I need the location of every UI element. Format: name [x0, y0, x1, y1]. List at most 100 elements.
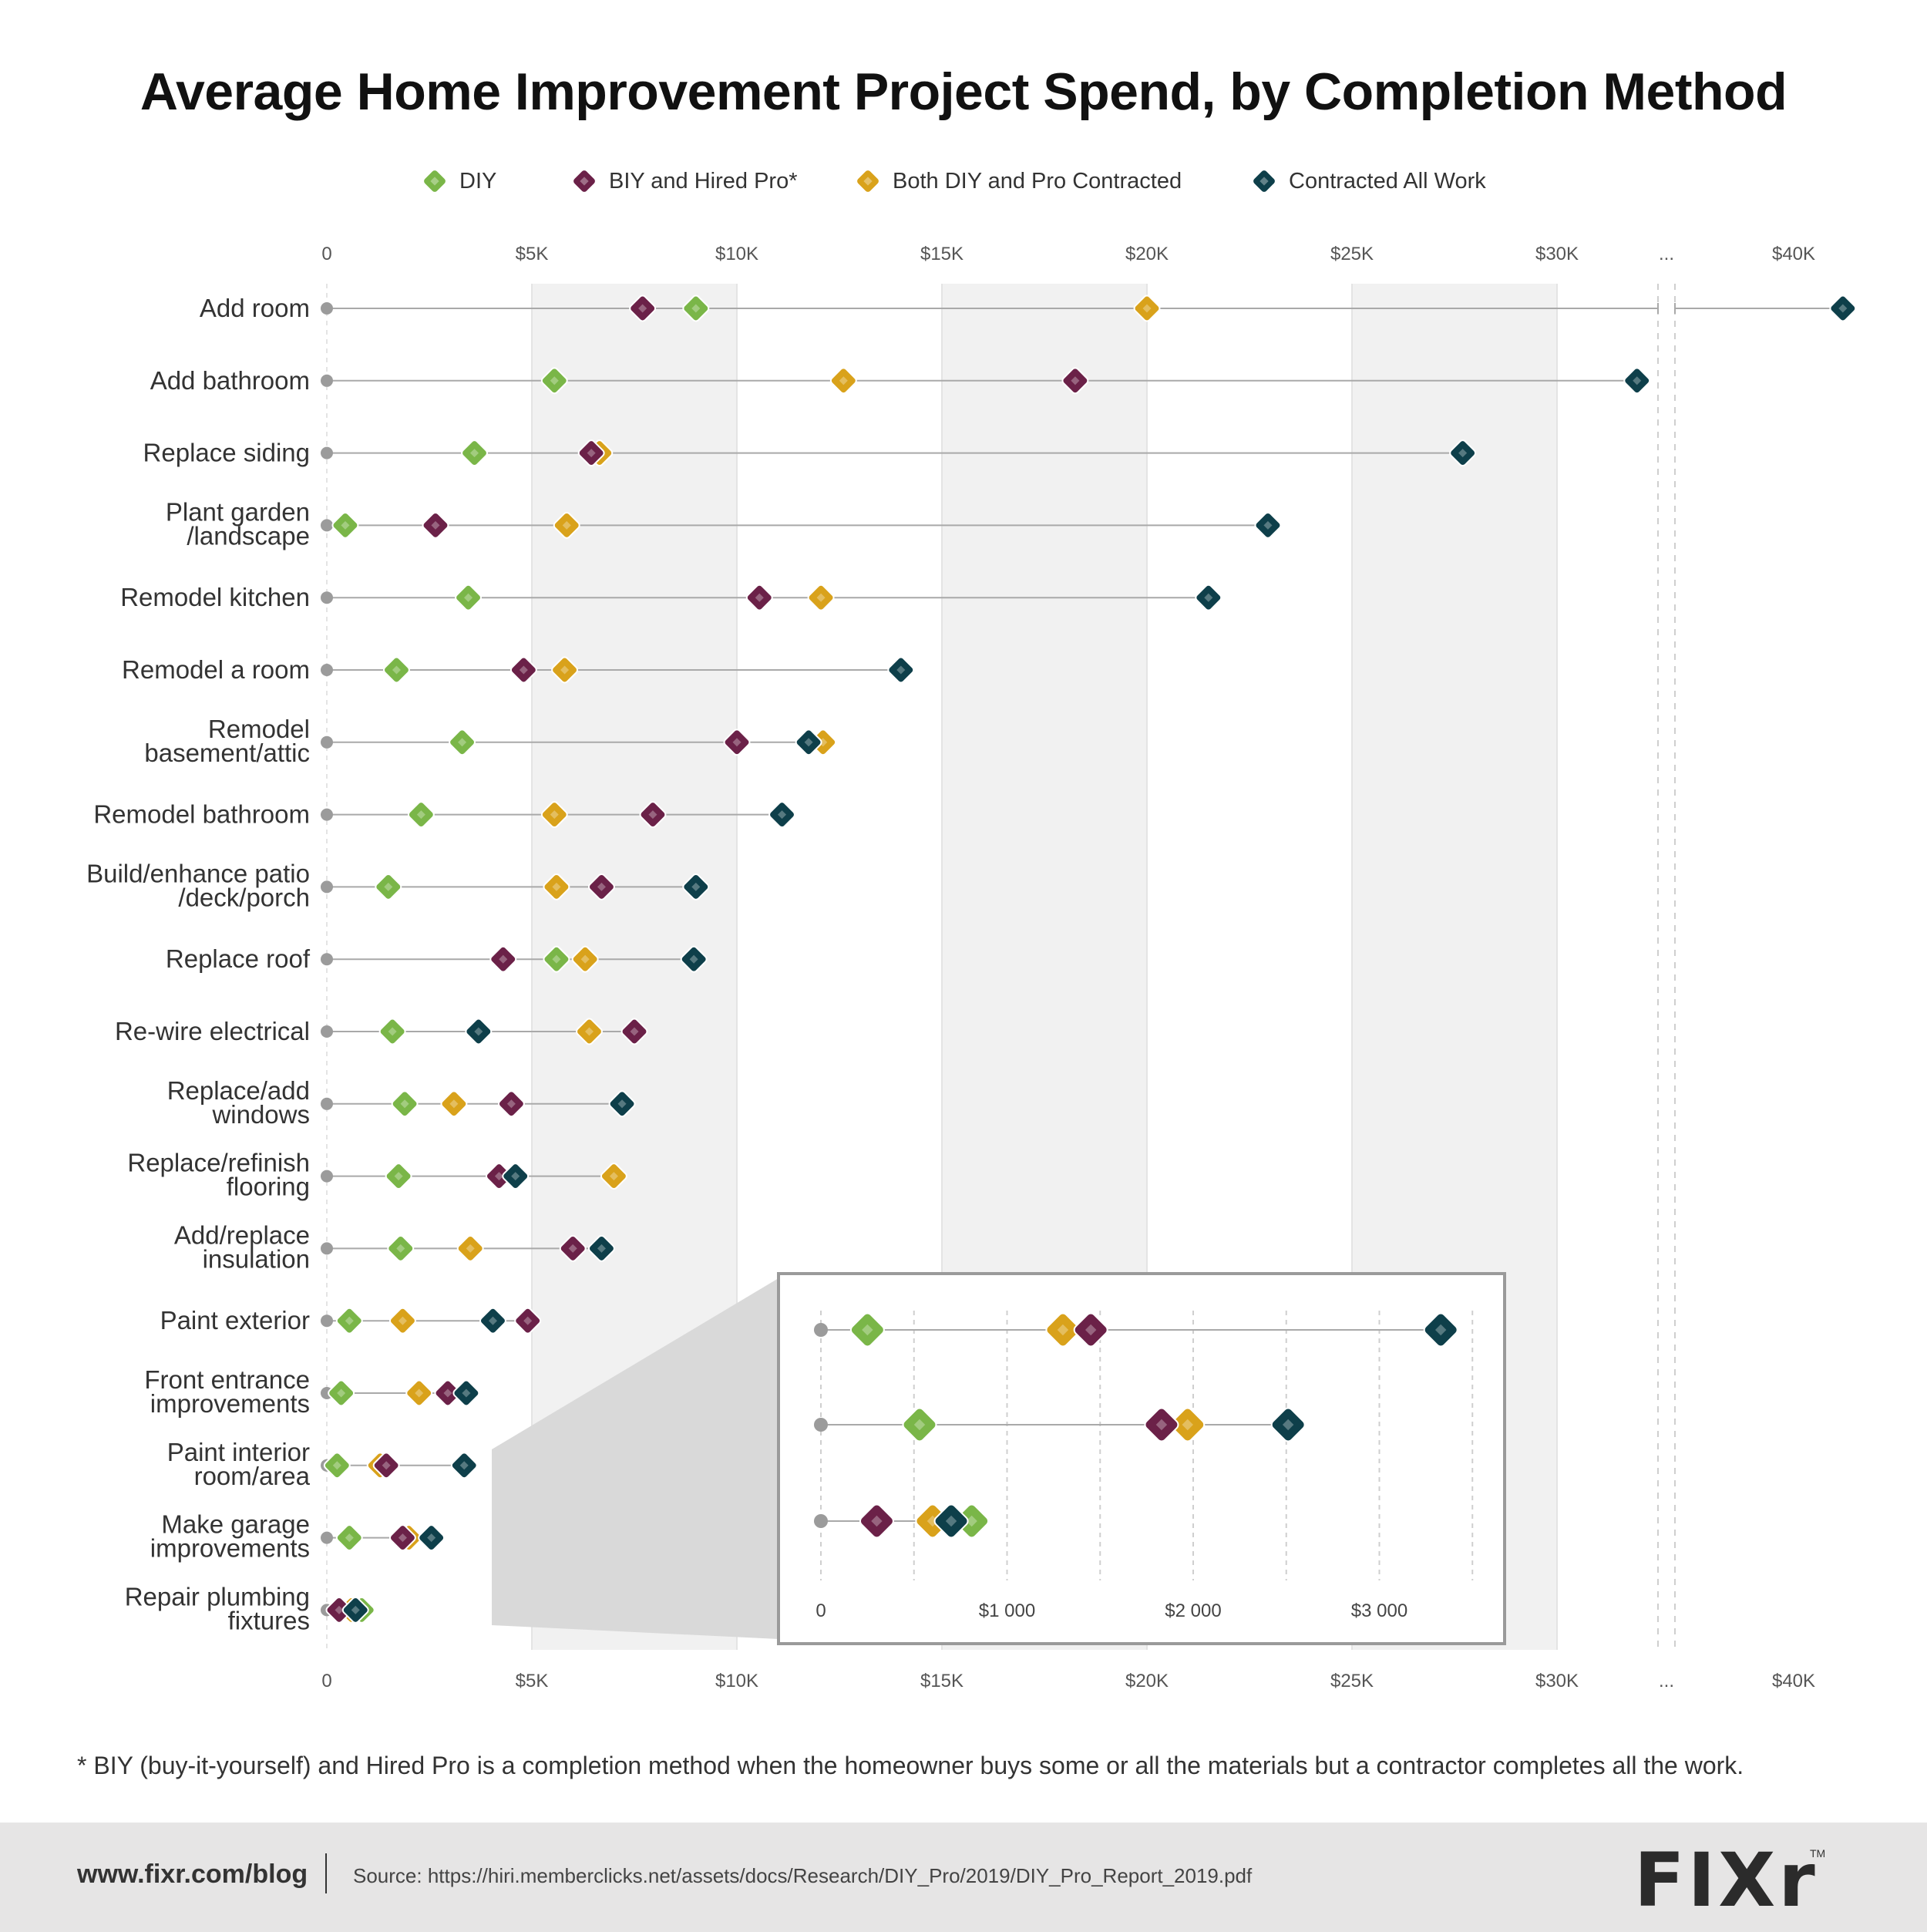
inset-origin-dot [814, 1514, 828, 1528]
row-origin-dot [321, 519, 333, 532]
legend-item-biy: BIY and Hired Pro* [572, 162, 798, 200]
data-point-contracted-all-work [450, 1452, 478, 1479]
row-origin-dot [321, 664, 333, 676]
row-origin-dot [321, 591, 333, 604]
dot-plot: 0 0 $5K $5K $10K $10K $15K $15K $20K $20K $25K $25K… [86, 244, 1857, 1691]
data-point-contracted-all-work [682, 873, 710, 900]
inset-point-contracted-all-work [1423, 1312, 1458, 1348]
data-point-biy-and-hired-pro- [388, 1524, 416, 1552]
row-origin-dot [321, 1025, 333, 1038]
row-label: Remodel kitchen [120, 583, 310, 611]
data-point-biy-and-hired-pro- [639, 801, 667, 829]
inset-point-biy-and-hired-pro- [1073, 1312, 1108, 1348]
data-point-biy-and-hired-pro- [509, 656, 537, 684]
row-label: /deck/porch [178, 883, 310, 911]
data-point-biy-and-hired-pro- [372, 1452, 400, 1479]
data-point-both-diy-and-pro-contracted [829, 367, 857, 395]
data-point-both-diy-and-pro-contracted [807, 584, 835, 611]
row-label: Add bathroom [150, 366, 310, 395]
inset-point-diy [902, 1407, 937, 1442]
data-point-diy [540, 367, 568, 395]
data-point-contracted-all-work [887, 656, 915, 684]
row-label: Add/replace [174, 1220, 310, 1249]
x-tick-top-7: ... [1659, 244, 1674, 264]
row-origin-dot [321, 808, 333, 821]
x-tick-bottom-0: 0 [321, 1671, 331, 1691]
data-point-diy [375, 873, 402, 900]
row-origin-dot [321, 1170, 333, 1183]
row-label: /landscape [187, 521, 310, 550]
data-point-contracted-all-work [680, 945, 708, 973]
x-tick-top-5: $25K [1330, 244, 1374, 264]
data-point-biy-and-hired-pro- [559, 1234, 587, 1262]
logo-trademark: TM [1810, 1847, 1826, 1860]
inset-x-tick: $2 000 [1165, 1600, 1221, 1621]
data-point-biy-and-hired-pro- [587, 873, 615, 900]
data-point-diy [391, 1090, 419, 1118]
inset-point-diy [954, 1503, 990, 1539]
data-point-contracted-all-work [1829, 295, 1857, 322]
footer-site-link[interactable]: www.fixr.com/blog [77, 1860, 308, 1889]
row-origin-dot [321, 953, 333, 966]
footnote: * BIY (buy-it-yourself) and Hired Pro is… [77, 1752, 1744, 1779]
x-tick-top-6: $30K [1535, 244, 1579, 264]
row-label: Replace/add [167, 1076, 310, 1105]
data-point-biy-and-hired-pro- [434, 1379, 462, 1407]
data-point-biy-and-hired-pro- [1061, 367, 1089, 395]
x-tick-top-4: $20K [1125, 244, 1169, 264]
row-label: Paint interior [167, 1438, 310, 1466]
legend-label-both: Both DIY and Pro Contracted [893, 168, 1182, 194]
row-origin-dot [321, 446, 333, 459]
data-point-both-diy-and-pro-contracted [553, 511, 580, 539]
data-point-diy [455, 584, 482, 611]
row-label: fixtures [228, 1606, 310, 1634]
data-point-diy [323, 1452, 351, 1479]
footer-source[interactable]: Source: https://hiri.memberclicks.net/as… [353, 1864, 1253, 1887]
row-label: Add room [200, 294, 310, 322]
data-point-both-diy-and-pro-contracted [440, 1090, 468, 1118]
footer-separator [325, 1853, 327, 1893]
data-point-biy-and-hired-pro- [745, 584, 773, 611]
data-point-both-diy-and-pro-contracted [405, 1379, 433, 1407]
data-point-diy [449, 729, 476, 756]
data-point-diy [382, 656, 410, 684]
data-point-biy-and-hired-pro- [422, 511, 449, 539]
data-point-contracted-all-work [1449, 439, 1477, 467]
data-point-contracted-all-work [418, 1524, 446, 1552]
x-tick-bottom-1: $5K [516, 1671, 549, 1691]
inset-origin-dot [814, 1418, 828, 1432]
data-point-biy-and-hired-pro- [577, 439, 605, 467]
x-tick-top-0: 0 [321, 244, 331, 264]
data-point-both-diy-and-pro-contracted [576, 1018, 603, 1045]
data-point-diy [328, 1379, 355, 1407]
row-origin-dot [321, 735, 333, 749]
row-label: Front entrance [144, 1365, 310, 1394]
data-point-diy [407, 801, 435, 829]
inset-point-diy [849, 1312, 885, 1348]
row-label: Replace roof [166, 944, 311, 973]
data-point-both-diy-and-pro-contracted [456, 1234, 484, 1262]
legend-label-diy: DIY [459, 168, 497, 194]
data-point-both-diy-and-pro-contracted [600, 1163, 627, 1190]
row-label: Remodel a room [122, 655, 310, 684]
row-origin-dot [321, 374, 333, 387]
inset-x-tick: $3 000 [1351, 1600, 1407, 1621]
x-tick-top-2: $10K [715, 244, 758, 264]
x-tick-top-3: $15K [920, 244, 964, 264]
row-label: basement/attic [144, 739, 310, 767]
data-point-biy-and-hired-pro- [629, 295, 657, 322]
data-point-contracted-all-work [479, 1307, 506, 1335]
inset-x-tick: $1 000 [979, 1600, 1035, 1621]
inset-box [777, 1272, 1506, 1645]
data-point-contracted-all-work [1195, 584, 1222, 611]
row-label: flooring [227, 1173, 310, 1201]
data-point-both-diy-and-pro-contracted [388, 1307, 416, 1335]
legend-label-contracted: Contracted All Work [1289, 168, 1486, 194]
x-tick-top-1: $5K [516, 244, 549, 264]
row-label: Re-wire electrical [115, 1017, 310, 1045]
x-tick-bottom-6: $30K [1535, 1671, 1579, 1691]
row-label: improvements [150, 1534, 310, 1563]
data-point-biy-and-hired-pro- [489, 945, 517, 973]
row-label: Build/enhance patio [86, 859, 310, 887]
